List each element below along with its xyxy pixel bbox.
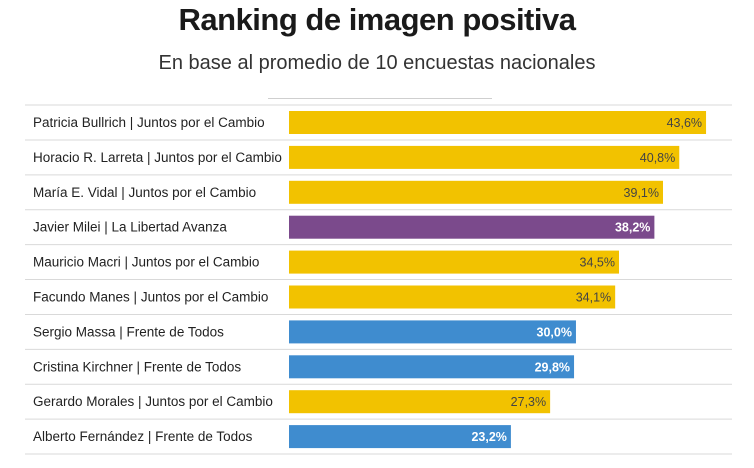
category-label: Sergio Massa | Frente de Todos bbox=[33, 324, 224, 339]
bar-value-label: 34,1% bbox=[576, 291, 611, 305]
bar bbox=[289, 285, 616, 309]
bar bbox=[289, 390, 551, 414]
bar bbox=[289, 320, 576, 344]
bar-value-label: 27,3% bbox=[511, 395, 546, 409]
bar bbox=[289, 180, 663, 204]
bar bbox=[289, 250, 619, 274]
bar bbox=[289, 355, 575, 379]
bar-value-label: 38,2% bbox=[615, 221, 650, 235]
category-label: Javier Milei | La Libertad Avanza bbox=[33, 220, 227, 235]
category-label: Facundo Manes | Juntos por el Cambio bbox=[33, 290, 268, 305]
bar bbox=[289, 111, 707, 134]
bar bbox=[289, 215, 655, 239]
category-label: Mauricio Macri | Juntos por el Cambio bbox=[33, 255, 259, 270]
bar-value-label: 40,8% bbox=[640, 151, 675, 165]
bar-value-label: 39,1% bbox=[624, 186, 659, 200]
chart-title: Ranking de imagen positiva bbox=[178, 2, 576, 37]
category-label: María E. Vidal | Juntos por el Cambio bbox=[33, 185, 256, 200]
category-label: Cristina Kirchner | Frente de Todos bbox=[33, 359, 241, 374]
bar-value-label: 23,2% bbox=[471, 430, 506, 444]
bar bbox=[289, 425, 511, 449]
category-label: Patricia Bullrich | Juntos por el Cambio bbox=[33, 115, 265, 130]
bar-value-label: 30,0% bbox=[537, 325, 572, 339]
title-divider bbox=[268, 98, 492, 99]
bar-value-label: 43,6% bbox=[667, 116, 702, 130]
category-label: Horacio R. Larreta | Juntos por el Cambi… bbox=[33, 150, 282, 165]
bar bbox=[289, 145, 680, 169]
bar-value-label: 29,8% bbox=[535, 360, 570, 374]
category-label: Gerardo Morales | Juntos por el Cambio bbox=[33, 394, 273, 409]
category-label: Alberto Fernández | Frente de Todos bbox=[33, 429, 253, 444]
chart-subtitle: En base al promedio de 10 encuestas naci… bbox=[158, 52, 596, 74]
bar-value-label: 34,5% bbox=[580, 256, 615, 270]
